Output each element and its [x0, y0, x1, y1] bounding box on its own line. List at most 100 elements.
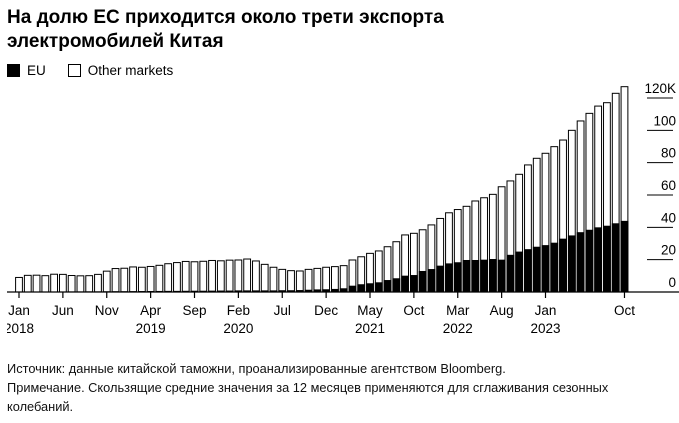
eu-swatch-icon [7, 63, 20, 77]
x-tick-year-label: 2021 [355, 321, 385, 336]
bar-other-segment [243, 258, 252, 293]
bar-eu-segment [445, 263, 453, 293]
bar-other-segment [216, 259, 225, 293]
bar-other-segment [225, 259, 234, 293]
bar-eu-segment [427, 268, 436, 293]
bar-other-segment [15, 276, 23, 293]
x-tick-month-label: Jun [52, 303, 74, 318]
bar-other-segment [234, 259, 243, 293]
x-tick-year-label: 2020 [223, 321, 253, 336]
bar-other-segment [32, 274, 41, 293]
bar-other-segment [269, 266, 278, 293]
bar-other-segment [322, 266, 331, 293]
bar-eu-segment [515, 251, 524, 293]
bar-eu-segment [532, 246, 541, 293]
x-tick-month-label: Mar [446, 303, 470, 318]
x-tick-year-label: 2023 [530, 321, 560, 336]
bar-other-segment [199, 260, 208, 293]
legend-eu-label: EU [27, 62, 46, 78]
bar-other-segment [50, 273, 59, 293]
bar-eu-segment [322, 288, 331, 293]
x-tick-month-label: Oct [403, 303, 424, 318]
bar-eu-segment [401, 275, 409, 293]
bar-eu-segment [436, 265, 445, 293]
x-tick-year-label: 2022 [443, 321, 473, 336]
bar-eu-segment [576, 231, 585, 293]
bar-eu-segment [418, 270, 427, 293]
x-tick-year-label: 2019 [136, 321, 166, 336]
bar-other-segment [58, 273, 67, 293]
x-tick-month-label: Nov [95, 303, 119, 318]
bar-eu-segment [348, 285, 357, 293]
bar-other-segment [94, 273, 102, 293]
bar-eu-segment [366, 282, 374, 293]
bar-eu-segment [453, 261, 462, 293]
x-tick-month-label: Apr [140, 303, 162, 318]
bar-eu-segment [550, 242, 559, 293]
bar-eu-segment [603, 225, 611, 293]
bar-eu-segment [331, 288, 339, 293]
x-tick-month-label: Oct [614, 303, 635, 318]
x-tick-month-label: Sep [182, 303, 206, 318]
bar-other-segment [111, 267, 120, 293]
y-tick-label: 100 [653, 113, 676, 128]
bar-eu-segment [304, 289, 313, 293]
bar-eu-segment [471, 259, 480, 293]
bar-eu-segment [611, 222, 620, 293]
bar-eu-segment [567, 235, 576, 293]
bar-eu-segment [524, 248, 532, 293]
x-tick-year-label: 2018 [7, 321, 34, 336]
x-tick-month-label: Dec [314, 303, 338, 318]
chart-area: 0 20 40 60 80 100 120K Jan 2018 Jun Nov Apr 2019 Sep F… [4, 80, 679, 349]
bar-eu-segment [278, 289, 287, 293]
bar-eu-segment [594, 226, 603, 293]
y-tick-label: 40 [661, 210, 676, 225]
bar-other-segment [181, 260, 190, 293]
bar-other-segment [146, 265, 155, 293]
x-tick-month-label: May [357, 303, 383, 318]
y-tick-label: 0 [668, 275, 676, 290]
chart-title-line2: электромобилей Китая [7, 31, 224, 53]
bar-other-segment [252, 260, 260, 293]
bar-other-segment [287, 269, 295, 293]
bar-other-segment [155, 264, 164, 293]
bar-eu-segment [295, 289, 304, 293]
bar-other-segment [85, 274, 94, 293]
bar-other-segment [164, 262, 173, 293]
legend-item-other: Other markets [67, 63, 173, 78]
bar-other-segment [120, 267, 129, 293]
bar-eu-segment [506, 254, 515, 293]
x-tick-month-label: Jan [535, 303, 557, 318]
bar-other-segment [102, 270, 111, 293]
other-markets-swatch-icon [67, 63, 81, 77]
bar-eu-segment [559, 238, 567, 293]
chart-footnotes: Источник: данные китайской таможни, проа… [7, 359, 672, 417]
y-tick-label: 60 [661, 178, 676, 193]
bar-other-segment [137, 266, 146, 293]
bar-other-segment [23, 274, 32, 293]
y-tick-label: 20 [661, 242, 676, 257]
chart-title-line1: На долю ЕС приходится около трети экспор… [7, 7, 444, 28]
bar-eu-segment [357, 283, 366, 293]
bar-other-segment [67, 274, 76, 293]
bar-eu-segment [339, 287, 348, 293]
bar-other-segment [260, 263, 269, 293]
legend: EU Other markets [7, 63, 679, 78]
methodology-note: Примечание. Скользящие средние значения … [7, 379, 609, 414]
bar-other-segment [208, 259, 216, 293]
x-tick-month-label: Jul [274, 303, 291, 318]
x-tick-month-label: Feb [227, 303, 250, 318]
bar-other-segment [295, 270, 304, 293]
chart-title: На долю ЕС приходится около трети экспор… [7, 6, 679, 55]
chart-canvas: 0 20 40 60 80 100 120K Jan 2018 Jun Nov Apr 2019 Sep F… [4, 81, 679, 336]
x-tick-month-label: Aug [490, 303, 514, 318]
bar-eu-segment [585, 229, 594, 293]
bar-other-segment [41, 274, 50, 293]
bar-other-segment [304, 268, 313, 293]
legend-item-eu: EU [7, 63, 46, 78]
bar-eu-segment [409, 274, 418, 293]
bar-eu-segment [497, 259, 506, 293]
bar-other-segment [278, 268, 287, 293]
bar-eu-segment [488, 258, 497, 293]
